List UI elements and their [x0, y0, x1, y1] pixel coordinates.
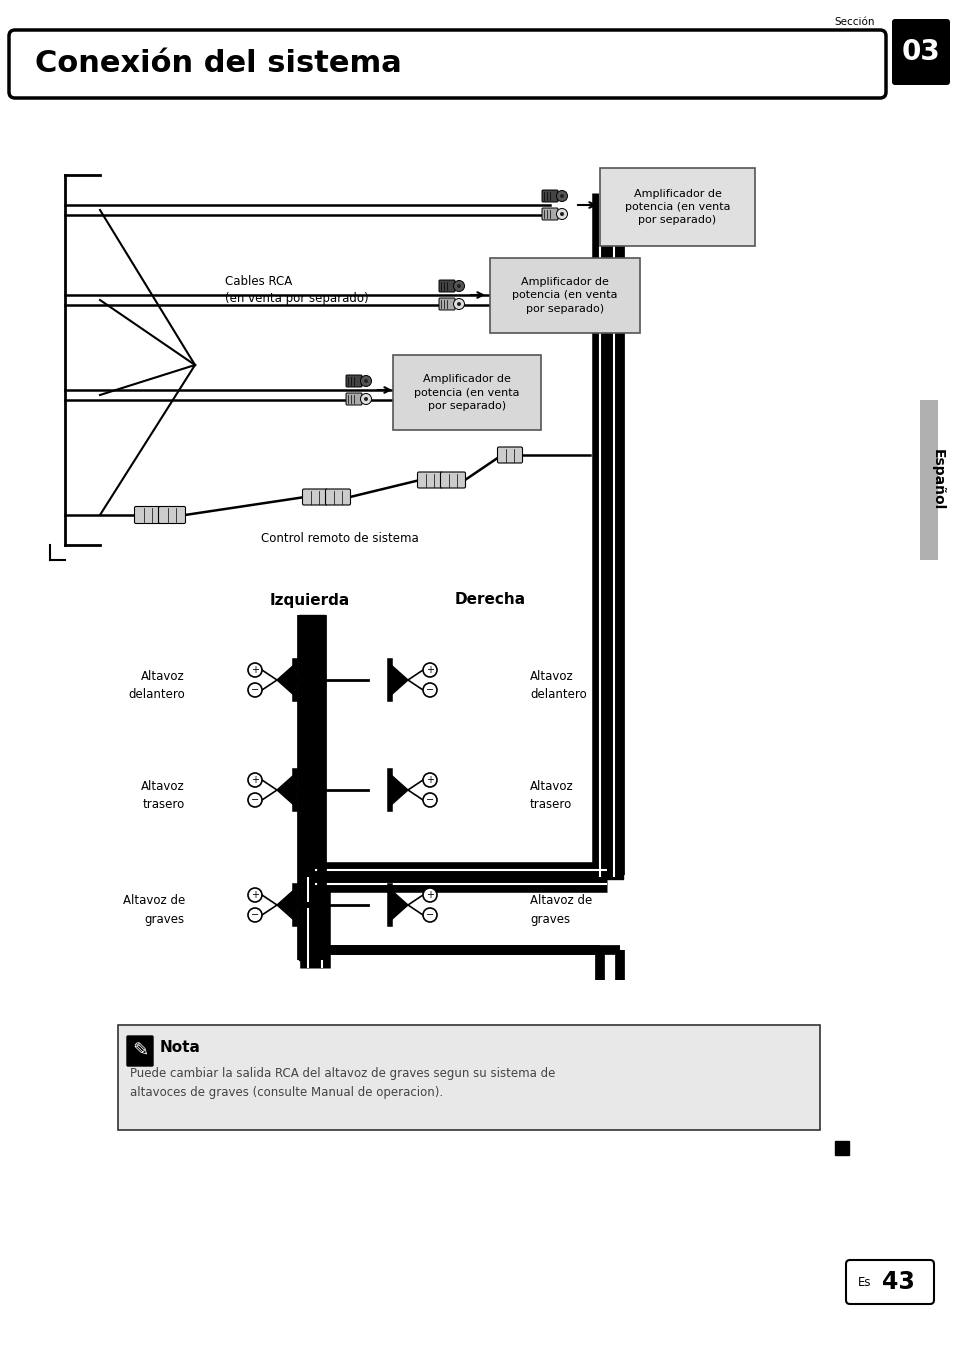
FancyBboxPatch shape	[440, 472, 465, 488]
Text: Altavoz de
graves: Altavoz de graves	[530, 895, 592, 926]
FancyBboxPatch shape	[845, 1260, 933, 1303]
Text: Altavoz
trasero: Altavoz trasero	[530, 780, 573, 810]
Polygon shape	[276, 664, 294, 696]
FancyBboxPatch shape	[158, 507, 185, 523]
Circle shape	[360, 393, 371, 404]
Polygon shape	[390, 773, 408, 806]
Text: Sección: Sección	[834, 18, 874, 27]
Circle shape	[556, 208, 567, 219]
Text: Altavoz
trasero: Altavoz trasero	[141, 780, 185, 810]
FancyBboxPatch shape	[497, 448, 522, 462]
Text: −: −	[251, 795, 259, 804]
Circle shape	[456, 301, 460, 306]
Text: +: +	[426, 665, 434, 675]
Text: +: +	[426, 775, 434, 786]
Text: ✎: ✎	[132, 1041, 148, 1060]
FancyBboxPatch shape	[346, 375, 361, 387]
Circle shape	[248, 794, 262, 807]
Circle shape	[248, 683, 262, 698]
Text: Puede cambiar la salida RCA del altavoz de graves segun su sistema de
altavoces : Puede cambiar la salida RCA del altavoz …	[130, 1067, 555, 1099]
FancyBboxPatch shape	[302, 489, 327, 506]
FancyBboxPatch shape	[438, 280, 455, 292]
Text: +: +	[426, 890, 434, 900]
Circle shape	[422, 773, 436, 787]
Circle shape	[422, 662, 436, 677]
Text: Español: Español	[930, 449, 944, 511]
Text: Control remoto de sistema: Control remoto de sistema	[261, 531, 418, 545]
FancyBboxPatch shape	[891, 19, 949, 85]
Circle shape	[559, 193, 563, 197]
Bar	[118, 1025, 820, 1130]
FancyBboxPatch shape	[541, 191, 558, 201]
Text: Amplificador de
potencia (en venta
por separado): Amplificador de potencia (en venta por s…	[512, 277, 618, 314]
FancyBboxPatch shape	[127, 1036, 152, 1065]
Text: Derecha: Derecha	[454, 592, 525, 607]
Text: Nota: Nota	[160, 1040, 201, 1055]
Circle shape	[364, 379, 368, 383]
Text: −: −	[425, 685, 434, 695]
Bar	[595, 200, 629, 210]
Circle shape	[456, 284, 460, 288]
Text: 03: 03	[901, 38, 940, 66]
Bar	[834, 1141, 848, 1155]
Circle shape	[248, 888, 262, 902]
Circle shape	[453, 280, 464, 292]
FancyBboxPatch shape	[325, 489, 350, 506]
Text: Amplificador de
potencia (en venta
por separado): Amplificador de potencia (en venta por s…	[624, 189, 729, 226]
Circle shape	[422, 888, 436, 902]
Text: Altavoz
delantero: Altavoz delantero	[128, 669, 185, 700]
Bar	[919, 400, 937, 560]
Text: Altavoz
delantero: Altavoz delantero	[530, 669, 586, 700]
Text: +: +	[251, 890, 258, 900]
Circle shape	[248, 773, 262, 787]
Text: −: −	[251, 910, 259, 919]
Text: Cables RCA
(en venta por separado): Cables RCA (en venta por separado)	[225, 274, 368, 306]
Polygon shape	[276, 890, 294, 921]
Text: −: −	[251, 685, 259, 695]
Text: Izquierda: Izquierda	[270, 592, 350, 607]
Text: −: −	[425, 795, 434, 804]
Circle shape	[248, 662, 262, 677]
Text: Conexión del sistema: Conexión del sistema	[35, 50, 401, 78]
FancyBboxPatch shape	[417, 472, 442, 488]
Circle shape	[422, 794, 436, 807]
Text: −: −	[425, 910, 434, 919]
Circle shape	[559, 212, 563, 216]
Text: 43: 43	[881, 1270, 914, 1294]
Polygon shape	[390, 664, 408, 696]
Circle shape	[453, 299, 464, 310]
FancyBboxPatch shape	[9, 30, 885, 97]
Text: Altavoz de
graves: Altavoz de graves	[123, 895, 185, 926]
Bar	[490, 258, 639, 333]
FancyBboxPatch shape	[134, 507, 161, 523]
Polygon shape	[390, 890, 408, 921]
Circle shape	[248, 909, 262, 922]
FancyBboxPatch shape	[346, 393, 361, 406]
Circle shape	[360, 376, 371, 387]
Circle shape	[422, 909, 436, 922]
Text: +: +	[251, 665, 258, 675]
Polygon shape	[276, 773, 294, 806]
FancyBboxPatch shape	[541, 208, 558, 220]
Text: Amplificador de
potencia (en venta
por separado): Amplificador de potencia (en venta por s…	[414, 375, 519, 411]
Text: +: +	[251, 775, 258, 786]
Circle shape	[364, 397, 368, 402]
Bar	[393, 356, 540, 430]
Bar	[599, 168, 754, 246]
Circle shape	[556, 191, 567, 201]
FancyBboxPatch shape	[438, 297, 455, 310]
Circle shape	[422, 683, 436, 698]
Text: Es: Es	[857, 1275, 871, 1288]
